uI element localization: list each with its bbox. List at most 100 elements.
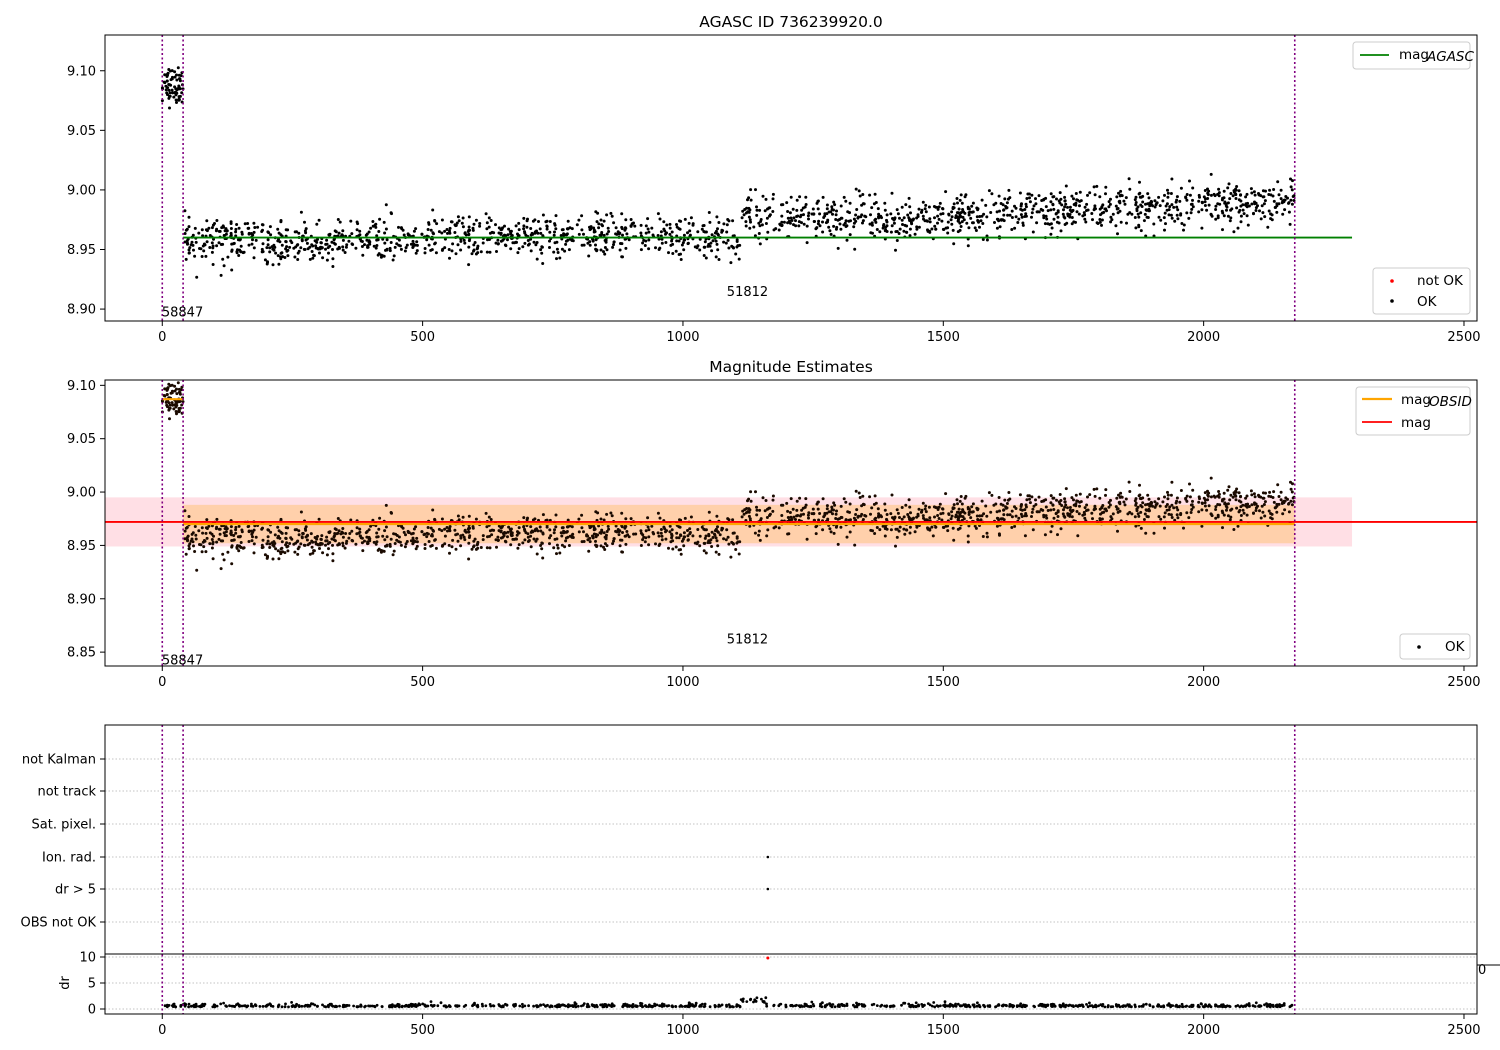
p1-ok-point xyxy=(930,227,934,231)
p1-ok-point xyxy=(1261,211,1265,215)
p1-ok-point xyxy=(885,230,889,233)
p2-ok-point xyxy=(240,530,244,534)
p1-ok-point xyxy=(936,214,940,218)
p1-ok-point xyxy=(1230,207,1234,211)
p3-dr-point xyxy=(791,1004,795,1008)
p1-ok-point xyxy=(299,210,303,214)
p1-ok-point xyxy=(485,221,489,225)
p2-ok-point xyxy=(679,548,682,552)
p1-ok-point xyxy=(525,225,529,229)
p1-ok-point xyxy=(1185,198,1189,202)
p1-ok-point xyxy=(1050,226,1054,230)
p1-ok-point xyxy=(1116,207,1120,210)
p1-ok-point xyxy=(916,215,920,218)
p2-ok-point xyxy=(432,529,435,533)
p2-ok-point xyxy=(577,530,581,534)
p1-ok-point xyxy=(459,248,463,252)
p2-ok-point xyxy=(426,532,430,536)
p1-ok-point xyxy=(984,203,988,207)
p2-ok-point xyxy=(454,547,458,551)
p1-ok-point xyxy=(790,219,794,222)
p1-ok-point xyxy=(517,247,521,251)
p2-ok-point xyxy=(1229,515,1233,519)
p1-ok-point xyxy=(341,234,345,238)
p2-ok-point xyxy=(170,383,174,387)
p1-ok-point xyxy=(1190,207,1194,211)
p2-ok-point xyxy=(1046,509,1050,512)
p1-ok-point xyxy=(441,247,445,251)
p1-ok-point xyxy=(786,216,790,220)
p1-ok-point xyxy=(1175,198,1179,202)
p2-ok-point xyxy=(320,542,324,546)
p1-plot-area xyxy=(160,35,1353,321)
p1-ok-point xyxy=(1221,211,1225,215)
p1-ok-point xyxy=(688,229,692,233)
p3-flag-point xyxy=(766,887,770,891)
p1-ok-point xyxy=(499,231,503,235)
p2-ok-point xyxy=(296,539,300,543)
p3-dr-point xyxy=(661,1002,664,1006)
p2-ok-point xyxy=(696,528,700,531)
p1-ok-point xyxy=(327,251,330,255)
p2-ok-point xyxy=(191,540,195,544)
p2-ok-point xyxy=(211,557,215,561)
p1-ok-point xyxy=(555,240,559,244)
p1-ok-point xyxy=(874,201,878,204)
p2-ok-point xyxy=(1155,502,1159,506)
p1-ok-point xyxy=(878,230,882,234)
p2-ok-point xyxy=(341,544,345,548)
p2-ok-point xyxy=(1128,490,1132,493)
p2-ok-point xyxy=(299,510,303,514)
p1-ok-point xyxy=(1140,205,1144,208)
p2-ok-point xyxy=(239,541,243,544)
p2-ok-point xyxy=(861,494,865,498)
p2-ok-point xyxy=(896,511,900,515)
p2-ok-point xyxy=(764,499,768,502)
p3-dr-point xyxy=(1203,1005,1207,1008)
p1-ok-point xyxy=(467,245,471,249)
p1-ok-point xyxy=(1180,222,1184,225)
p2-ok-point xyxy=(966,540,970,544)
p2-ok-point xyxy=(1034,503,1038,506)
p2-ok-point xyxy=(1093,494,1097,498)
p1-ok-point xyxy=(478,224,482,228)
p1-ok-point xyxy=(1166,195,1170,199)
p2-ok-point xyxy=(415,540,419,544)
p2-ok-point xyxy=(521,541,525,545)
p1-ok-point xyxy=(1275,202,1279,206)
p1-ok-point xyxy=(1286,196,1289,200)
p1-ok-point xyxy=(663,229,667,233)
p2-ok-point xyxy=(1049,501,1053,505)
p1-ok-point xyxy=(602,233,606,237)
p3-dr-point xyxy=(836,1004,840,1007)
p3-dr-point xyxy=(920,1003,924,1006)
p1-ok-point xyxy=(222,225,226,229)
p2-ok-point xyxy=(596,533,600,537)
p2-ok-point xyxy=(603,542,607,546)
p2-ok-point xyxy=(780,514,784,517)
p1-ok-point xyxy=(1070,194,1074,198)
p2-ok-point xyxy=(1158,504,1162,508)
p2-ok-point xyxy=(726,535,730,539)
p2-ok-point xyxy=(966,534,970,538)
p2-ok-point xyxy=(448,529,452,533)
p1-ok-point xyxy=(1049,208,1053,212)
p1-ok-point xyxy=(890,191,894,195)
p2-ok-point xyxy=(1289,487,1293,491)
p2-ok-point xyxy=(338,542,341,546)
p1-ok-point xyxy=(485,250,489,254)
p1-ok-point xyxy=(658,246,662,250)
p2-ok-point xyxy=(971,502,975,506)
p2-xtick-label: 500 xyxy=(410,675,435,690)
p1-ok-point xyxy=(278,240,282,244)
p2-ok-point xyxy=(308,552,312,556)
p1-ok-point xyxy=(454,252,458,256)
p2-ok-point xyxy=(1264,491,1267,495)
p1-ok-point xyxy=(840,216,844,220)
p1-ok-point xyxy=(1242,212,1246,216)
p1-ok-point xyxy=(343,251,347,254)
p2-ok-point xyxy=(1114,505,1118,509)
p3-dr-point xyxy=(283,1005,287,1009)
p2-ok-point xyxy=(306,533,309,537)
p1-ok-point xyxy=(771,197,775,201)
